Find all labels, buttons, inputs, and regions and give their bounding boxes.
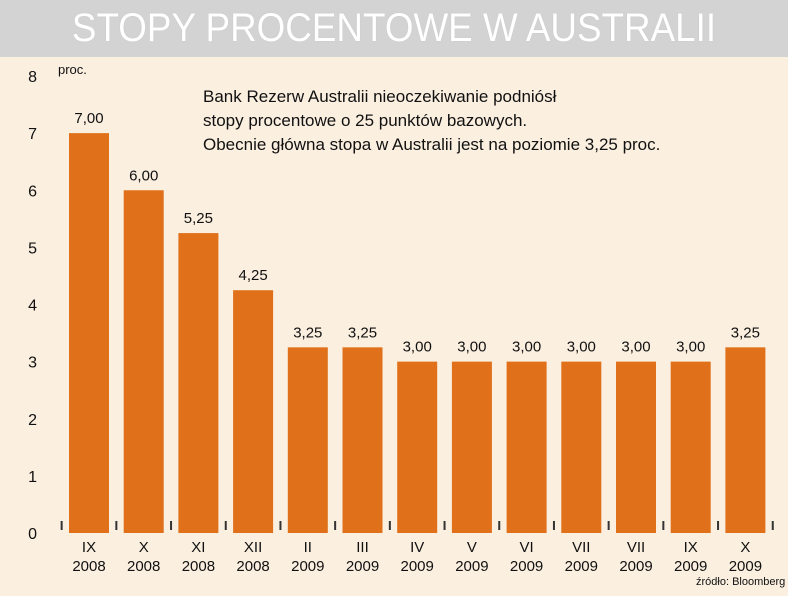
x-tick-label-year: 2008 <box>236 558 269 575</box>
bar-value-label: 6,00 <box>129 167 158 184</box>
x-tick-label-year: 2009 <box>729 558 762 575</box>
bar-value-label: 3,25 <box>348 324 377 341</box>
x-tick-label-month: XI <box>191 539 205 556</box>
x-tick-label-month: X <box>139 539 149 556</box>
chart-title: STOPY PROCENTOWE W AUSTRALII <box>71 6 717 50</box>
y-axis-unit-label: proc. <box>58 62 87 77</box>
x-tick-label-month: X <box>740 539 750 556</box>
y-tick-label: 7 <box>28 126 37 143</box>
bar <box>506 361 547 533</box>
x-tick-label-year: 2008 <box>182 558 215 575</box>
bar-value-label: 3,00 <box>621 339 650 356</box>
y-tick-label: 8 <box>28 69 37 86</box>
bar <box>561 361 602 533</box>
x-tick-label-year: 2008 <box>72 558 105 575</box>
bar <box>451 361 492 533</box>
bar-value-label: 5,25 <box>184 210 213 227</box>
bar <box>69 133 109 533</box>
x-tick-label-month: VI <box>520 539 534 556</box>
y-tick-label: 4 <box>28 298 37 315</box>
y-tick-label: 1 <box>28 469 37 486</box>
x-tick-label-year: 2009 <box>291 558 324 575</box>
y-tick-label: 3 <box>28 355 37 372</box>
x-tick-label-year: 2009 <box>674 558 707 575</box>
bar <box>287 347 328 533</box>
source-note: źródło: Bloomberg <box>696 576 786 588</box>
annotation-line-3: Obecnie główna stopa w Australii jest na… <box>203 135 661 154</box>
bar-value-label: 4,25 <box>238 267 267 284</box>
bar <box>342 347 383 533</box>
bar-value-label: 3,00 <box>457 339 486 356</box>
x-tick-label-month: IX <box>82 539 96 556</box>
title-bar <box>0 0 788 57</box>
bar-value-label: 3,25 <box>293 324 322 341</box>
annotation-line-1: Bank Rezerw Australii nieoczekiwanie pod… <box>203 87 557 106</box>
bar-value-label: 3,00 <box>567 339 596 356</box>
bar <box>616 361 656 533</box>
bar-value-label: 3,25 <box>731 324 760 341</box>
bar-value-label: 3,00 <box>403 339 432 356</box>
x-tick-label-year: 2009 <box>455 558 488 575</box>
x-tick-label-year: 2009 <box>346 558 379 575</box>
x-tick-label-month: XII <box>244 539 262 556</box>
x-tick-label-month: V <box>467 539 477 556</box>
x-tick-label-year: 2009 <box>401 558 434 575</box>
y-tick-label: 6 <box>28 183 37 200</box>
annotation-line-2: stopy procentowe o 25 punktów bazowych. <box>203 111 528 130</box>
bar <box>397 361 438 533</box>
y-tick-label: 2 <box>28 412 37 429</box>
x-tick-label-month: II <box>304 539 312 556</box>
x-tick-label-month: III <box>356 539 369 556</box>
bar <box>178 233 219 533</box>
bar <box>670 361 711 533</box>
x-tick-label-year: 2008 <box>127 558 160 575</box>
x-tick-label-year: 2009 <box>510 558 543 575</box>
bar-value-label: 7,00 <box>74 110 103 127</box>
bar <box>123 190 164 533</box>
x-tick-label-year: 2009 <box>619 558 652 575</box>
chart-annotation: Bank Rezerw Australii nieoczekiwanie pod… <box>203 85 660 157</box>
x-tick-label-year: 2009 <box>565 558 598 575</box>
bar <box>725 347 766 533</box>
x-tick-label-month: VII <box>572 539 590 556</box>
x-tick-label-month: IV <box>410 539 424 556</box>
y-tick-label: 0 <box>28 526 37 543</box>
bar-value-label: 3,00 <box>512 339 541 356</box>
bar <box>233 290 274 533</box>
y-tick-label: 5 <box>28 240 37 257</box>
x-tick-label-month: VII <box>627 539 645 556</box>
bar-value-label: 3,00 <box>676 339 705 356</box>
x-tick-label-month: IX <box>684 539 698 556</box>
